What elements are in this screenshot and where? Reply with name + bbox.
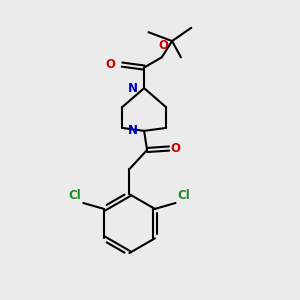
Text: O: O	[106, 58, 116, 71]
Text: Cl: Cl	[68, 188, 81, 202]
Text: Cl: Cl	[178, 188, 190, 202]
Text: N: N	[128, 82, 138, 95]
Text: N: N	[128, 124, 138, 137]
Text: O: O	[171, 142, 181, 155]
Text: O: O	[158, 39, 168, 52]
